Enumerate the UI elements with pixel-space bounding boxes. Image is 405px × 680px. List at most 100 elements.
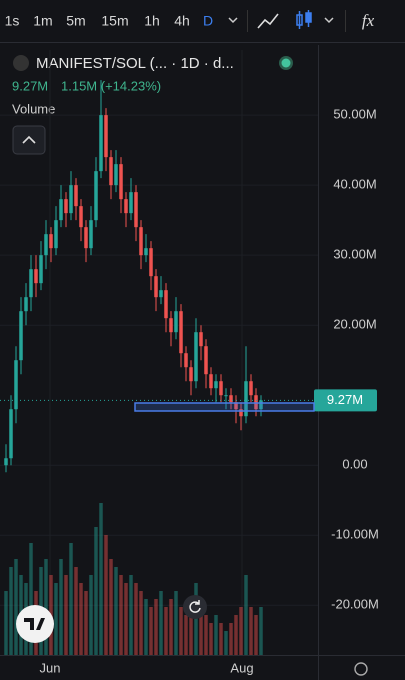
tv-logo[interactable] (16, 605, 54, 643)
candle-body (84, 227, 88, 249)
candle-body (104, 115, 108, 158)
last-price-tag (314, 389, 377, 412)
interval-button[interactable]: D (203, 13, 213, 29)
settings-icon[interactable] (354, 662, 368, 676)
volume-bar (159, 591, 163, 655)
candle-body (229, 395, 233, 403)
candle-body (259, 400, 263, 410)
interval-menu[interactable] (228, 17, 238, 24)
candle-body (139, 227, 143, 256)
collapse-button[interactable] (12, 125, 46, 155)
candle-body (144, 248, 148, 256)
y-tick-label: 30.00M (333, 247, 376, 262)
candle-body (169, 318, 173, 333)
candle-body (74, 185, 78, 207)
y-tick-label: 0.00 (342, 457, 367, 472)
x-tick-label: Jun (40, 660, 61, 675)
status-dot (281, 58, 291, 68)
candle-body (204, 346, 208, 375)
candle-body (184, 353, 188, 368)
candle-body (24, 297, 28, 312)
drawn-rectangle[interactable] (134, 402, 315, 412)
reset-icon (189, 600, 201, 613)
candle-body (154, 276, 158, 298)
volume-bar (139, 591, 143, 655)
candle-body (129, 192, 133, 214)
volume-bar (89, 575, 93, 655)
volume-bar (154, 599, 158, 655)
candle-body (59, 199, 63, 221)
candle-body (149, 248, 153, 277)
reset-button[interactable] (183, 595, 207, 619)
volume-bar (14, 559, 18, 655)
volume-bar (204, 615, 208, 655)
indicators-button[interactable]: fx (362, 11, 375, 30)
last-price-label: 9.27M (327, 392, 363, 407)
interval-button[interactable]: 1m (33, 13, 52, 29)
volume-bar (199, 607, 203, 655)
candle-body (49, 234, 53, 249)
header-change: 1.15M (+14.23%) (61, 78, 161, 93)
y-tick-label: 20.00M (333, 317, 376, 332)
interval-button[interactable]: 1s (5, 13, 20, 29)
volume-bar (209, 623, 213, 655)
candle-body (224, 395, 228, 397)
volume-bar (219, 623, 223, 655)
candle-body (34, 269, 38, 284)
y-tick-label: 40.00M (333, 177, 376, 192)
candle-body (239, 409, 243, 417)
candle-body (189, 367, 193, 382)
candle-body (164, 290, 168, 319)
volume-bar (174, 591, 178, 655)
volume-bar (249, 607, 253, 655)
x-tick-label: Aug (230, 660, 253, 675)
candle-body (159, 290, 163, 298)
volume-bar (44, 559, 48, 655)
candle-body (54, 220, 58, 249)
candle-icon[interactable] (296, 10, 312, 29)
volume-bar (129, 575, 133, 655)
candle-body (39, 255, 43, 284)
candle-body (174, 311, 178, 333)
candle-body (9, 409, 13, 459)
interval-button[interactable]: 4h (174, 13, 190, 29)
volume-bar (169, 599, 173, 655)
volume-bar (119, 575, 123, 655)
interval-button[interactable]: 5m (66, 13, 85, 29)
candle-body (244, 381, 248, 417)
volume-bar (94, 527, 98, 655)
tv-logo-mark (24, 618, 45, 630)
volume-bar (149, 607, 153, 655)
candle-body (44, 234, 48, 256)
candle-body (109, 157, 113, 186)
volume-bar (229, 623, 233, 655)
volume-bar (69, 543, 73, 655)
y-tick-label: 50.00M (333, 107, 376, 122)
candle-body (99, 115, 103, 172)
candle-body (124, 199, 128, 214)
volume-bar (134, 583, 138, 655)
interval-button[interactable]: 1h (144, 13, 160, 29)
header-price: 9.27M (12, 78, 48, 93)
symbol-title[interactable]: MANIFEST/SOL (... · 1D · d... (36, 55, 234, 72)
volume-bar (84, 591, 88, 655)
candle-body (119, 164, 123, 200)
plot: 50.00M 40.00M 30.00M 20.00M 0.00 -10.00M -20.0… (0, 45, 405, 680)
volume-bar (189, 607, 193, 655)
volume-bar (124, 583, 128, 655)
volume-bar (244, 575, 248, 655)
volume-bar (4, 591, 8, 655)
candle-body (14, 360, 18, 410)
volume-bar (214, 615, 218, 655)
y-tick-label: -10.00M (331, 527, 379, 542)
candle-body (114, 164, 118, 186)
line-chart-icon[interactable] (257, 13, 279, 29)
chart-type-menu[interactable] (324, 17, 334, 24)
volume-bar (224, 631, 228, 655)
candle-body (219, 381, 223, 396)
interval-button[interactable]: 15m (101, 13, 128, 29)
volume-bar (239, 607, 243, 655)
candle-body (94, 171, 98, 221)
volume-bar (164, 607, 168, 655)
